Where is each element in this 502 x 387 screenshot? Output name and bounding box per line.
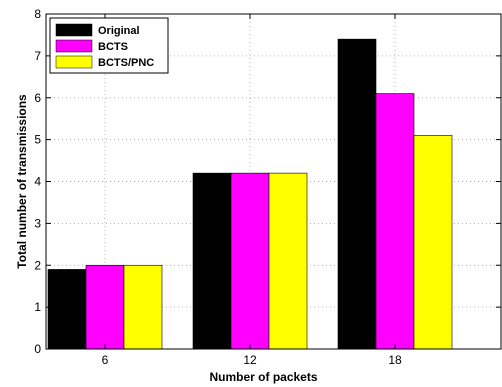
- x-tick-label: 18: [388, 353, 402, 367]
- bar-bcts-18: [375, 93, 415, 350]
- y-tick-label: 2: [34, 258, 41, 272]
- bar-bcts-pnc-6: [123, 264, 163, 350]
- y-axis-label: Total number of transmissions: [15, 94, 29, 269]
- x-tick-label: 12: [243, 353, 257, 367]
- y-tick-label: 8: [34, 7, 41, 21]
- legend: Original BCTS BCTS/PNC: [49, 17, 169, 74]
- y-tick-label: 0: [34, 342, 41, 356]
- bar-original-18: [337, 38, 377, 350]
- legend-swatch: [55, 55, 93, 69]
- bar-bcts-pnc-18: [413, 135, 453, 350]
- bar-original-6: [47, 269, 87, 350]
- y-tick-label: 7: [34, 49, 41, 63]
- legend-label: BCTS: [98, 41, 128, 53]
- y-tick-label: 3: [34, 216, 41, 230]
- bars: [47, 38, 453, 350]
- legend-swatch: [55, 23, 93, 37]
- x-tick-label: 6: [102, 353, 109, 367]
- legend-label: BCTS/PNC: [98, 57, 154, 69]
- y-tick-label: 1: [34, 300, 41, 314]
- legend-swatch: [55, 39, 93, 53]
- y-tick-label: 4: [34, 175, 41, 189]
- x-axis-label: Number of packets: [209, 370, 317, 384]
- bar-bcts-6: [85, 264, 125, 350]
- bar-bcts-pnc-12: [268, 172, 308, 350]
- bar-original-12: [192, 172, 232, 350]
- y-tick-label: 5: [34, 133, 41, 147]
- legend-label: Original: [98, 25, 140, 37]
- y-tick-label: 6: [34, 91, 41, 105]
- bar-bcts-12: [230, 172, 270, 350]
